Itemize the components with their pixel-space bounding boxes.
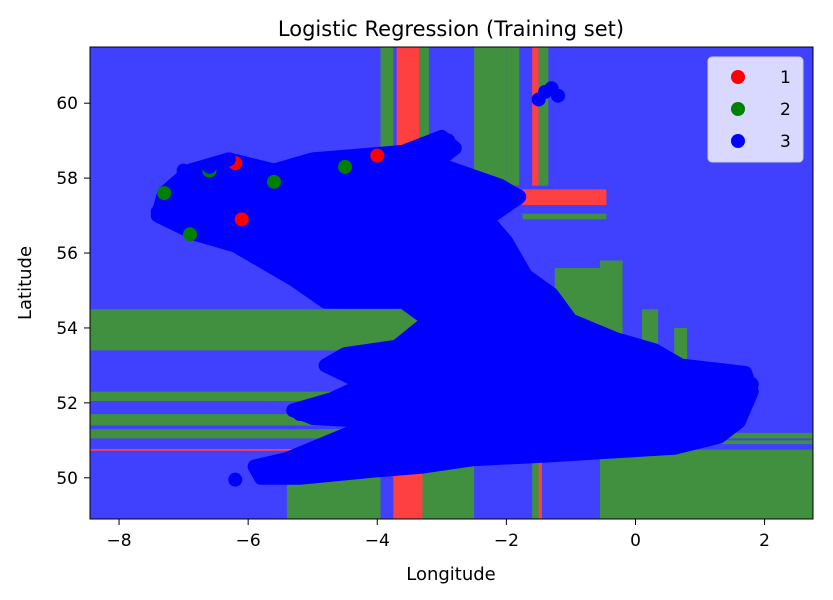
point-class-3 xyxy=(260,467,275,482)
point-class-3 xyxy=(150,204,165,219)
legend-label-1: 1 xyxy=(780,68,791,88)
x-tick-label: −8 xyxy=(107,531,132,551)
x-tick-label: −4 xyxy=(365,531,390,551)
point-class-3 xyxy=(221,152,236,167)
point-class-3 xyxy=(337,365,352,380)
point-class-3 xyxy=(531,448,546,463)
decision-regions xyxy=(90,47,813,519)
point-class-3 xyxy=(370,347,385,362)
region-class-2 xyxy=(90,429,410,439)
point-class-3 xyxy=(202,159,217,174)
point-class-3 xyxy=(370,392,385,407)
point-class-1 xyxy=(234,212,249,227)
x-tick-label: −2 xyxy=(494,531,519,551)
point-class-2 xyxy=(157,186,172,201)
point-class-3 xyxy=(718,422,733,437)
point-class-3 xyxy=(247,174,262,189)
point-class-3 xyxy=(744,377,759,392)
class-3-point-cloud xyxy=(150,129,759,485)
region-class-1 xyxy=(532,47,539,186)
point-class-3 xyxy=(415,137,430,152)
x-tick-label: 0 xyxy=(630,531,641,551)
scatter-points xyxy=(150,81,759,487)
chart-title: Logistic Regression (Training set) xyxy=(278,17,624,41)
point-class-3 xyxy=(596,440,611,455)
y-tick-label: 50 xyxy=(56,469,78,489)
point-class-3 xyxy=(292,468,307,483)
point-class-3 xyxy=(273,261,288,276)
region-class-1 xyxy=(522,189,607,206)
region-class-2 xyxy=(419,47,429,152)
y-axis-label: Latitude xyxy=(15,246,36,320)
point-class-2 xyxy=(337,159,352,174)
y-tick-label: 52 xyxy=(56,394,78,414)
point-class-3 xyxy=(195,193,210,208)
point-class-3 xyxy=(241,234,256,249)
point-class-3 xyxy=(396,152,411,167)
x-axis-label: Longitude xyxy=(406,564,496,585)
region-class-1 xyxy=(538,455,542,519)
point-class-3 xyxy=(312,399,327,414)
region-class-1 xyxy=(396,47,420,152)
point-class-3 xyxy=(312,287,327,302)
region-class-2 xyxy=(90,391,429,401)
region-class-2 xyxy=(90,414,410,426)
point-class-3 xyxy=(402,457,417,472)
region-class-1 xyxy=(90,448,320,451)
x-tick-label: 2 xyxy=(759,531,770,551)
region-class-2 xyxy=(474,47,507,186)
region-class-2 xyxy=(654,432,813,439)
x-axis: −8 −6 −4 −2 0 2 xyxy=(107,519,770,551)
point-class-3 xyxy=(357,377,372,392)
plot-frame xyxy=(89,46,814,520)
y-tick-label: 54 xyxy=(56,319,78,339)
legend-marker-2 xyxy=(731,102,745,116)
y-tick-label: 60 xyxy=(56,94,78,114)
point-class-3 xyxy=(415,294,430,309)
y-tick-label: 56 xyxy=(56,244,78,264)
region-class-2 xyxy=(532,455,542,519)
point-class-3 xyxy=(228,472,243,487)
point-class-3 xyxy=(176,163,191,178)
point-class-3 xyxy=(325,463,340,478)
plot-area xyxy=(90,47,813,519)
region-class-2 xyxy=(599,449,813,519)
region-class-2 xyxy=(506,47,520,186)
region-class-2 xyxy=(380,47,394,156)
region-class-2 xyxy=(522,213,607,220)
point-class-3 xyxy=(467,452,482,467)
point-class-3 xyxy=(531,92,546,107)
y-tick-label: 58 xyxy=(56,169,78,189)
region-class-2 xyxy=(538,47,549,186)
point-class-3 xyxy=(286,171,301,186)
point-class-2 xyxy=(266,174,281,189)
point-class-1 xyxy=(370,148,385,163)
y-axis: 50 52 54 56 58 60 xyxy=(56,94,90,489)
point-class-3 xyxy=(544,81,559,96)
legend-marker-1 xyxy=(731,70,745,84)
point-class-2 xyxy=(183,227,198,242)
point-class-3 xyxy=(292,407,307,422)
legend-label-2: 2 xyxy=(780,100,791,120)
point-class-3 xyxy=(441,133,456,148)
point-class-3 xyxy=(660,433,675,448)
legend-marker-3 xyxy=(731,134,745,148)
point-class-3 xyxy=(305,156,320,171)
legend-label-3: 3 xyxy=(780,132,791,152)
x-tick-label: −6 xyxy=(236,531,261,551)
legend: 1 2 3 xyxy=(707,56,804,163)
dense-point-cloud xyxy=(150,129,759,485)
legend-box xyxy=(707,56,804,163)
point-class-3 xyxy=(370,459,385,474)
